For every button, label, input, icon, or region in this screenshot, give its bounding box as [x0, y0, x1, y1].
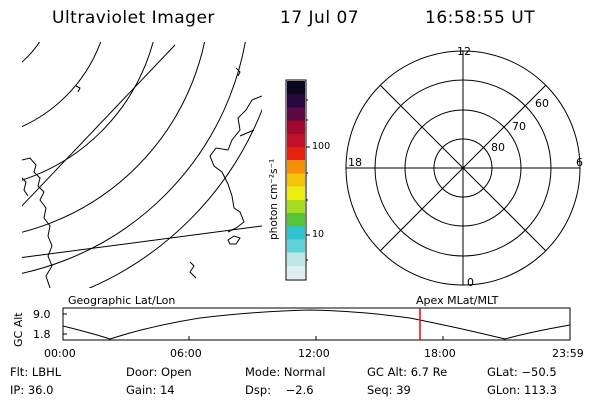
- coastline: [239, 129, 255, 137]
- coastline: [75, 85, 81, 93]
- mlat-label-60: 60: [535, 97, 549, 110]
- latitude-arc: [22, 42, 102, 128]
- polar-axis-diag: [379, 84, 547, 252]
- colorbar-frame: [285, 79, 307, 281]
- altitude-tick-label: 9.0: [33, 308, 51, 321]
- coastline: [22, 177, 29, 197]
- coastline: [227, 235, 241, 245]
- time-tick-label: 18:00: [424, 347, 456, 360]
- longitude-line: [22, 44, 176, 207]
- latitude-arc: [22, 42, 41, 63]
- mlat-label-80: 80: [491, 141, 505, 154]
- info-glon: GLon: 113.3: [487, 383, 557, 397]
- info-ip: IP: 36.0: [10, 383, 54, 397]
- coastline: [22, 157, 53, 288]
- latitude-arc: [22, 42, 246, 274]
- colorbar-tick-label: 100: [312, 141, 331, 152]
- longitude-line: [22, 225, 262, 258]
- info-gc-alt: GC Alt: 6.7 Re: [367, 365, 448, 379]
- map-caption: Geographic Lat/Lon: [68, 294, 176, 307]
- mlat-label-70: 70: [512, 120, 526, 133]
- polar-grid: [345, 50, 581, 286]
- colorbar-tick-label: 10: [312, 229, 325, 240]
- mlt-label-18: 18: [348, 156, 362, 169]
- time-tick-label: 06:00: [170, 347, 202, 360]
- polar-caption: Apex MLat/MLT: [416, 294, 499, 307]
- info-mode: Mode: Normal: [245, 365, 326, 379]
- info-filter: Flt: LBHL: [10, 365, 62, 379]
- altitude-plot-frame: [62, 307, 571, 341]
- mlt-label-6: 6: [576, 156, 583, 169]
- time-tick-label: 23:59: [552, 347, 584, 360]
- info-door: Door: Open: [126, 365, 192, 379]
- altitude-axis-label: GC Alt: [12, 312, 25, 347]
- info-dsp: Dsp: −2.6: [245, 383, 314, 397]
- info-seq: Seq: 39: [367, 383, 411, 397]
- latitude-arc: [22, 42, 154, 181]
- instrument-title: Ultraviolet Imager: [52, 8, 215, 28]
- colorbar-unit-label: photon cm⁻²s⁻¹: [268, 158, 280, 240]
- colorbar: [287, 81, 305, 279]
- time-tick-label: 12:00: [298, 347, 330, 360]
- observation-time: 16:58:55 UT: [425, 8, 536, 28]
- mlt-label-12: 12: [457, 45, 471, 58]
- time-tick-label: 00:00: [44, 347, 76, 360]
- info-gain: Gain: 14: [126, 383, 175, 397]
- altitude-plot: [62, 307, 571, 341]
- coastline: [189, 261, 197, 279]
- mlt-label-0: 0: [467, 276, 474, 289]
- observation-date: 17 Jul 07: [280, 8, 360, 28]
- altitude-curve: [62, 309, 571, 340]
- coastline: [209, 95, 262, 233]
- info-glat: GLat: −50.5: [487, 365, 557, 379]
- coastline: [235, 67, 241, 77]
- latitude-arc: [22, 42, 205, 233]
- altitude-tick-label: 1.8: [33, 328, 51, 341]
